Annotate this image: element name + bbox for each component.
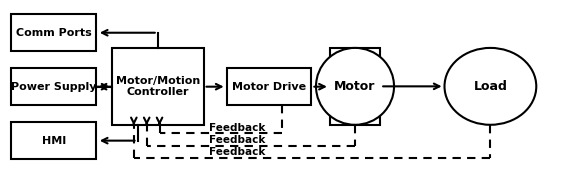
Ellipse shape — [316, 48, 394, 125]
Bar — [12, 122, 96, 159]
Text: Feedback: Feedback — [209, 147, 266, 157]
Text: Power Supply: Power Supply — [11, 82, 97, 92]
Bar — [112, 48, 204, 125]
Text: Motor: Motor — [334, 80, 376, 93]
Text: Motor/Motion
Controller: Motor/Motion Controller — [115, 76, 200, 97]
Text: Feedback: Feedback — [209, 123, 266, 133]
Bar — [12, 14, 96, 51]
Text: Load: Load — [473, 80, 508, 93]
Bar — [227, 68, 311, 105]
Bar — [12, 68, 96, 105]
Text: Motor Drive: Motor Drive — [232, 82, 306, 92]
Ellipse shape — [444, 48, 536, 125]
Text: HMI: HMI — [42, 136, 66, 146]
Text: Comm Ports: Comm Ports — [16, 28, 92, 38]
Text: Feedback: Feedback — [209, 135, 266, 145]
Bar — [330, 48, 380, 125]
